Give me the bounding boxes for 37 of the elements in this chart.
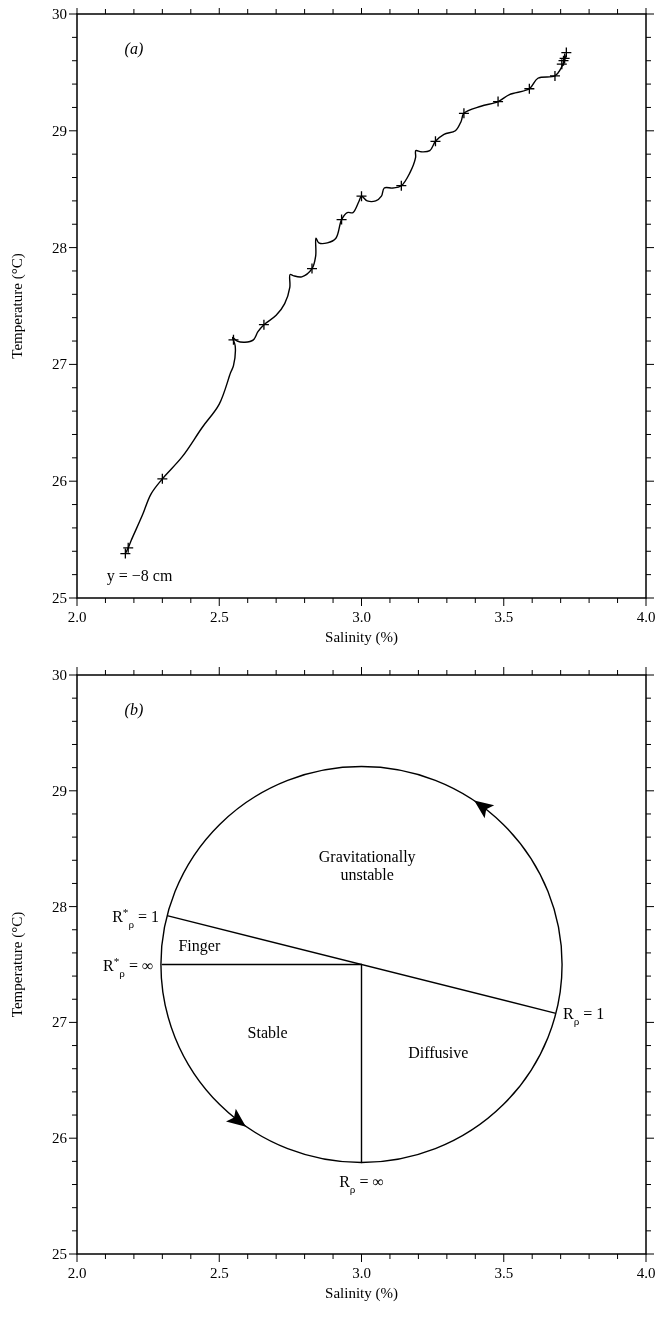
y-tick-label: 28: [52, 239, 67, 256]
x-tick-label: 3.0: [352, 1265, 371, 1281]
x-tick-label: 3.0: [352, 609, 371, 625]
annotation: (b): [124, 700, 144, 719]
y-tick-label: 27: [52, 356, 68, 373]
x-tick-label: 2.5: [209, 1265, 229, 1281]
annotation: y = −8 cm: [106, 566, 173, 585]
y-tick-label: 30: [52, 6, 67, 22]
annotation: Stable: [247, 1023, 288, 1041]
y-tick-label: 26: [52, 1130, 68, 1147]
annotation: Finger: [178, 936, 221, 955]
annotation: R$^{*}$$_{ρ}$ = ∞: [103, 954, 154, 979]
x-axis-title: Salinity (%): [325, 629, 398, 646]
x-axis-title: Salinity (%): [325, 1285, 398, 1302]
y-tick-label: 25: [52, 1246, 67, 1262]
y-axis-title: Temperature (°C): [9, 911, 26, 1018]
y-tick-label: 30: [52, 667, 67, 683]
x-tick-label: 2.5: [209, 609, 229, 625]
annotation: R$^{*}$$_{ρ}$ = 1: [112, 905, 160, 930]
annotation: R$_{ρ}$ = ∞: [339, 1172, 384, 1195]
y-axis-title: Temperature (°C): [9, 253, 26, 359]
x-tick-label: 3.5: [494, 1265, 514, 1281]
y-tick-label: 29: [52, 782, 67, 799]
x-tick-label: 2.0: [67, 609, 87, 625]
y-tick-label: 26: [52, 473, 68, 490]
y-tick-label: 27: [52, 1014, 68, 1031]
x-tick-label: 3.5: [494, 609, 514, 625]
y-tick-label: 29: [52, 122, 67, 139]
annotation: (a): [124, 40, 144, 59]
y-tick-label: 28: [52, 898, 67, 915]
annotation: Gravitationally unstable: [318, 848, 416, 884]
x-tick-label: 4.0: [636, 1265, 656, 1281]
annotation: R$_{ρ}$ = 1: [562, 1005, 605, 1028]
y-tick-label: 25: [52, 590, 67, 606]
x-tick-label: 4.0: [636, 609, 656, 625]
x-tick-label: 2.0: [67, 1265, 87, 1281]
annotation: Diffusive: [408, 1043, 469, 1061]
